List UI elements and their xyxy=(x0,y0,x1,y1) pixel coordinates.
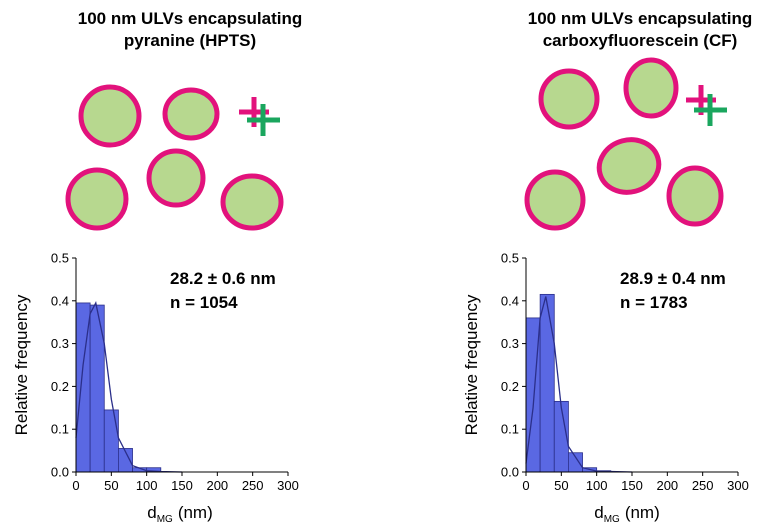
y-tick-label: 0.2 xyxy=(51,379,69,394)
y-tick-label: 0.3 xyxy=(51,336,69,351)
bar xyxy=(568,452,583,473)
y-tick-label: 0.5 xyxy=(501,251,519,266)
y-tick-label: 0.2 xyxy=(501,379,519,394)
x-axis-label: dMG (nm) xyxy=(147,503,213,525)
annotation: 28.9 ± 0.4 nm xyxy=(620,269,726,288)
y-tick-label: 0.4 xyxy=(51,293,69,308)
x-tick-label: 0 xyxy=(522,478,529,493)
x-tick-label: 200 xyxy=(206,478,228,493)
bar xyxy=(89,304,105,473)
x-tick-label: 200 xyxy=(656,478,678,493)
chart-title: carboxyfluorescein (CF) xyxy=(543,31,738,50)
vesicle xyxy=(524,169,586,231)
x-tick-label: 250 xyxy=(242,478,264,493)
x-axis-label: dMG (nm) xyxy=(594,503,660,525)
vesicle xyxy=(596,137,662,195)
vesicle xyxy=(78,84,142,148)
x-tick-label: 150 xyxy=(171,478,193,493)
x-label-unit: (nm) xyxy=(178,503,213,522)
bar xyxy=(103,409,119,473)
y-tick-label: 0.0 xyxy=(51,465,69,480)
x-tick-label: 50 xyxy=(104,478,118,493)
vesicles-right xyxy=(524,57,727,231)
y-tick-label: 0.0 xyxy=(501,465,519,480)
x-label-sub: MG xyxy=(604,514,620,525)
plus-green xyxy=(694,94,727,126)
plus-green xyxy=(247,104,280,136)
chart-title: pyranine (HPTS) xyxy=(124,31,256,50)
vesicle xyxy=(162,87,220,141)
x-tick-label: 100 xyxy=(136,478,158,493)
y-tick-label: 0.4 xyxy=(501,293,519,308)
vesicle xyxy=(65,167,129,231)
annotation: 28.2 ± 0.6 nm xyxy=(170,269,276,288)
y-tick-label: 0.1 xyxy=(501,422,519,437)
fit-curve xyxy=(75,301,183,473)
x-tick-label: 250 xyxy=(692,478,714,493)
vesicle xyxy=(666,165,724,227)
y-axis-label: Relative frequency xyxy=(12,294,31,435)
x-label-sub: MG xyxy=(157,514,173,525)
annotation: n = 1054 xyxy=(170,293,238,312)
x-tick-label: 300 xyxy=(727,478,749,493)
chart-title: 100 nm ULVs encapsulating xyxy=(78,9,303,28)
y-tick-label: 0.5 xyxy=(51,251,69,266)
x-tick-label: 150 xyxy=(621,478,643,493)
vesicle xyxy=(623,57,679,119)
x-label-main: d xyxy=(594,503,603,522)
chart-title: 100 nm ULVs encapsulating xyxy=(528,9,753,28)
bar xyxy=(539,293,555,473)
vesicles-left xyxy=(65,84,284,231)
x-label-unit: (nm) xyxy=(625,503,660,522)
vesicle xyxy=(538,68,600,130)
y-tick-label: 0.1 xyxy=(51,422,69,437)
fit-curve xyxy=(525,296,633,473)
x-tick-label: 100 xyxy=(586,478,608,493)
vesicle xyxy=(146,148,206,208)
x-tick-label: 0 xyxy=(72,478,79,493)
x-tick-label: 300 xyxy=(277,478,299,493)
y-tick-label: 0.3 xyxy=(501,336,519,351)
x-label-main: d xyxy=(147,503,156,522)
x-tick-label: 50 xyxy=(554,478,568,493)
vesicle xyxy=(220,173,284,231)
y-axis-label: Relative frequency xyxy=(462,294,481,435)
annotation: n = 1783 xyxy=(620,293,688,312)
